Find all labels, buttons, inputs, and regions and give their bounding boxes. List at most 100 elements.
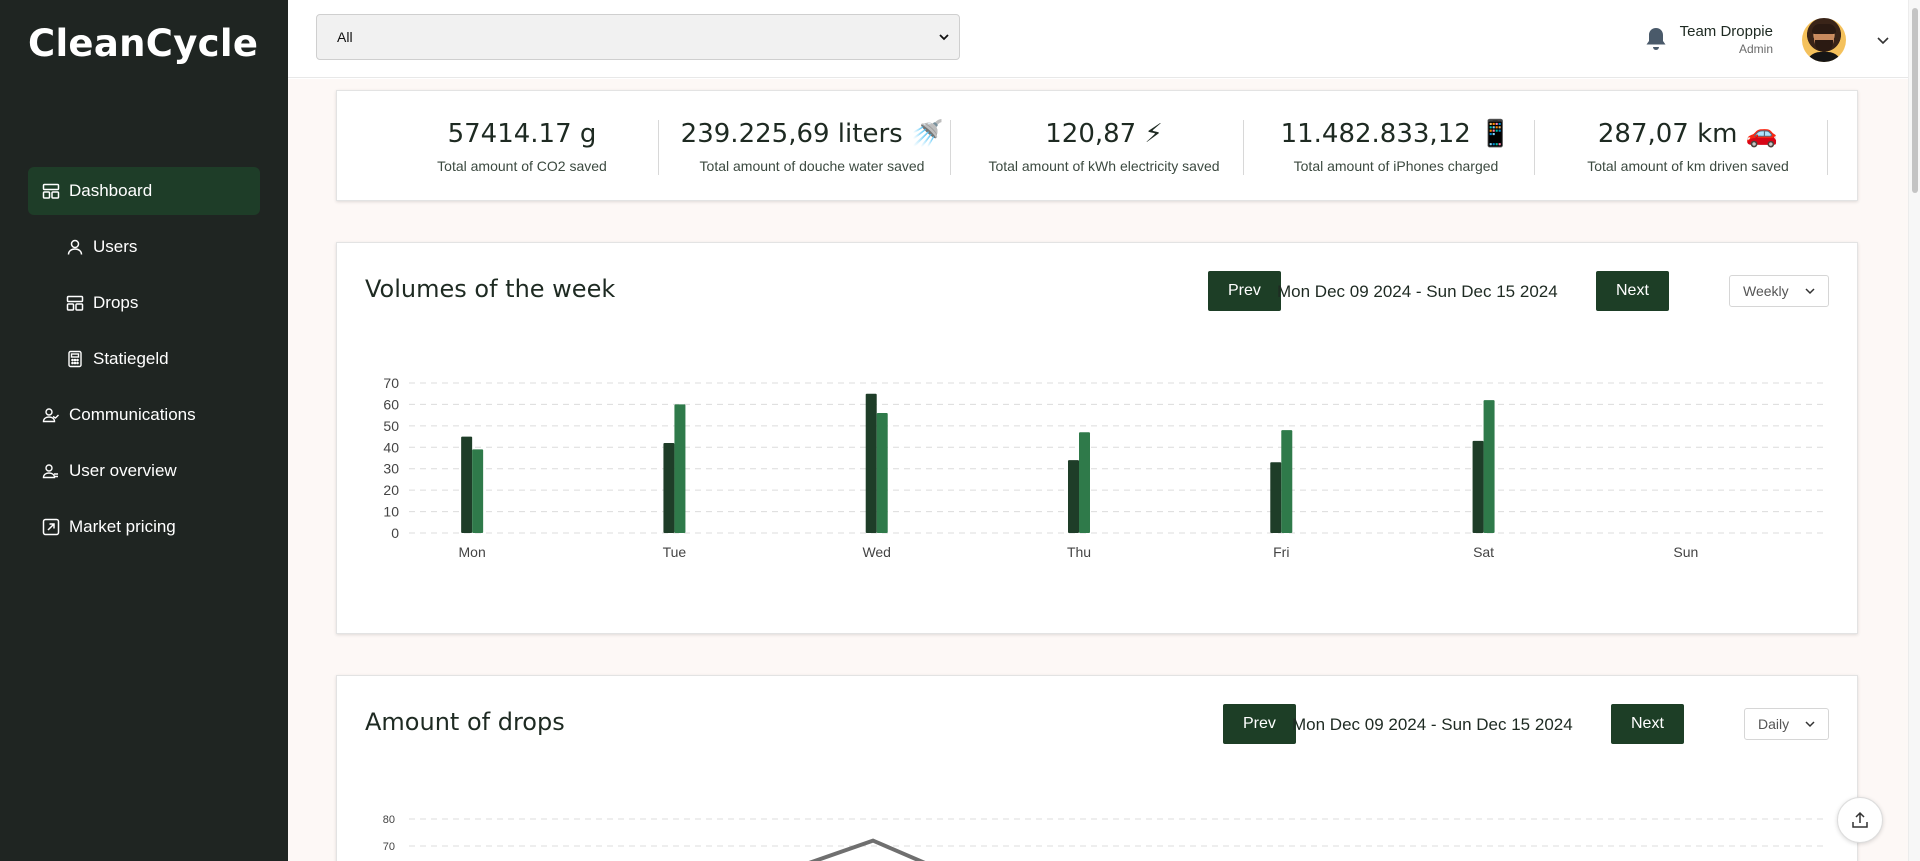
divider <box>950 120 951 175</box>
sidebar-item-label: Users <box>93 237 138 256</box>
sidebar-item-label: User overview <box>69 461 177 480</box>
bar <box>1270 462 1282 533</box>
upload-icon <box>1852 811 1868 828</box>
prev-button[interactable]: Prev <box>1208 271 1281 311</box>
period-select[interactable]: Weekly <box>1729 275 1829 307</box>
y-tick-label: 60 <box>383 396 399 412</box>
bar <box>865 393 877 533</box>
date-range: Mon Dec 09 2024 - Sun Dec 15 2024 <box>1277 282 1558 301</box>
user-name[interactable]: Team Droppie <box>1679 23 1773 40</box>
bell-icon[interactable] <box>1644 26 1668 52</box>
sidebar: CleanCycle Dashboard Users Drops Statieg… <box>0 0 288 861</box>
x-tick-label: Wed <box>862 544 891 560</box>
prev-button[interactable]: Prev <box>1223 704 1296 744</box>
sidebar-item-label: Dashboard <box>69 181 153 200</box>
y-tick-label: 70 <box>383 841 395 853</box>
stat-km: 287,07 km 🚗 Total amount of km driven sa… <box>1543 91 1833 202</box>
sidebar-item-market-pricing[interactable]: Market pricing <box>28 503 260 551</box>
stat-value: 11.482.833,12 📱 <box>1280 119 1512 149</box>
period-select-value: Daily <box>1758 716 1790 732</box>
sidebar-nav: Dashboard Users Drops Statiegeld Communi… <box>28 167 260 559</box>
chevron-down-icon <box>1805 288 1815 295</box>
stat-value: 287,07 km 🚗 <box>1597 119 1779 149</box>
sidebar-item-label: Market pricing <box>69 517 176 536</box>
sidebar-item-drops[interactable]: Drops <box>28 279 260 327</box>
stat-label: Total amount of kWh electricity saved <box>988 158 1220 174</box>
drops-line-chart: 80 70 <box>383 814 1825 861</box>
y-tick-label: 10 <box>383 504 399 520</box>
bar <box>674 404 686 533</box>
filter-select-value: All <box>337 29 353 45</box>
stat-iphones: 11.482.833,12 📱 Total amount of iPhones … <box>1251 91 1541 202</box>
divider <box>1243 120 1244 175</box>
stat-value: 57414.17 g <box>447 119 597 149</box>
scrollbar[interactable] <box>1908 0 1920 861</box>
sidebar-item-communications[interactable]: Communications <box>28 391 260 439</box>
user-role: Admin <box>1738 42 1773 56</box>
bar <box>472 449 484 533</box>
main-content: 57414.17 g Total amount of CO2 saved 239… <box>288 79 1908 861</box>
bar <box>1281 430 1293 533</box>
chevron-down-icon[interactable] <box>1875 32 1891 48</box>
y-tick-label: 0 <box>391 525 399 541</box>
sidebar-item-label: Statiegeld <box>93 349 169 368</box>
volumes-bar-chart: 010203040506070MonTueWedThuFriSatSunDrop… <box>383 375 1825 560</box>
stat-value: 239.225,69 liters 🚿 <box>680 119 944 149</box>
bar <box>876 413 888 533</box>
stat-label: Total amount of CO2 saved <box>437 158 607 174</box>
stat-label: Total amount of iPhones charged <box>1293 158 1499 174</box>
y-tick-label: 40 <box>383 439 399 455</box>
series-line <box>808 838 926 861</box>
date-range: Mon Dec 09 2024 - Sun Dec 15 2024 <box>1292 715 1573 734</box>
stat-co2: 57414.17 g Total amount of CO2 saved <box>377 91 667 202</box>
top-bar: All Team Droppie Admin <box>288 0 1908 78</box>
calculator-icon <box>66 350 84 368</box>
y-tick-label: 80 <box>383 814 395 826</box>
communications-icon <box>42 406 60 424</box>
sidebar-item-label: Communications <box>69 405 196 424</box>
stat-water: 239.225,69 liters 🚿 Total amount of douc… <box>667 91 957 202</box>
bar <box>1079 432 1090 533</box>
bar <box>663 443 675 533</box>
x-tick-label: Fri <box>1273 544 1289 560</box>
avatar[interactable] <box>1802 18 1846 62</box>
period-select-value: Weekly <box>1743 283 1789 299</box>
sidebar-item-label: Drops <box>93 293 139 312</box>
sidebar-item-dashboard[interactable]: Dashboard <box>28 167 260 215</box>
x-tick-label: Sun <box>1673 544 1698 560</box>
stat-label: Total amount of douche water saved <box>699 158 925 174</box>
dashboard-icon <box>42 182 60 200</box>
sidebar-item-statiegeld[interactable]: Statiegeld <box>28 335 260 383</box>
sidebar-item-user-overview[interactable]: User overview <box>28 447 260 495</box>
bar <box>461 436 473 533</box>
card-title: Volumes of the week <box>365 275 616 303</box>
chevron-down-icon <box>1805 721 1815 728</box>
next-button[interactable]: Next <box>1596 271 1669 311</box>
stat-electricity: 120,87 ⚡ Total amount of kWh electricity… <box>959 91 1249 202</box>
export-button[interactable] <box>1837 797 1883 843</box>
user-overview-icon <box>42 462 60 480</box>
sidebar-item-users[interactable]: Users <box>28 223 260 271</box>
card-title: Amount of drops <box>365 708 565 736</box>
bar <box>1472 440 1484 533</box>
filter-select[interactable]: All <box>316 14 960 60</box>
x-tick-label: Mon <box>459 544 486 560</box>
x-tick-label: Tue <box>663 544 687 560</box>
y-tick-label: 50 <box>383 418 399 434</box>
brand-logo[interactable]: CleanCycle <box>28 22 259 65</box>
y-tick-label: 30 <box>383 461 399 477</box>
y-tick-label: 70 <box>383 375 399 391</box>
period-select[interactable]: Daily <box>1744 708 1829 740</box>
scrollbar-thumb[interactable] <box>1912 8 1918 193</box>
y-tick-label: 20 <box>383 482 399 498</box>
next-button[interactable]: Next <box>1611 704 1684 744</box>
chevron-down-icon <box>939 34 949 41</box>
external-link-icon <box>42 518 60 536</box>
user-icon <box>66 238 84 256</box>
divider <box>658 120 659 175</box>
stat-value: 120,87 ⚡ <box>1045 119 1163 149</box>
bar <box>1068 460 1079 533</box>
drops-card: Amount of drops Prev Mon Dec 09 2024 - S… <box>336 675 1858 861</box>
bar <box>1483 400 1495 533</box>
divider <box>1534 120 1535 175</box>
